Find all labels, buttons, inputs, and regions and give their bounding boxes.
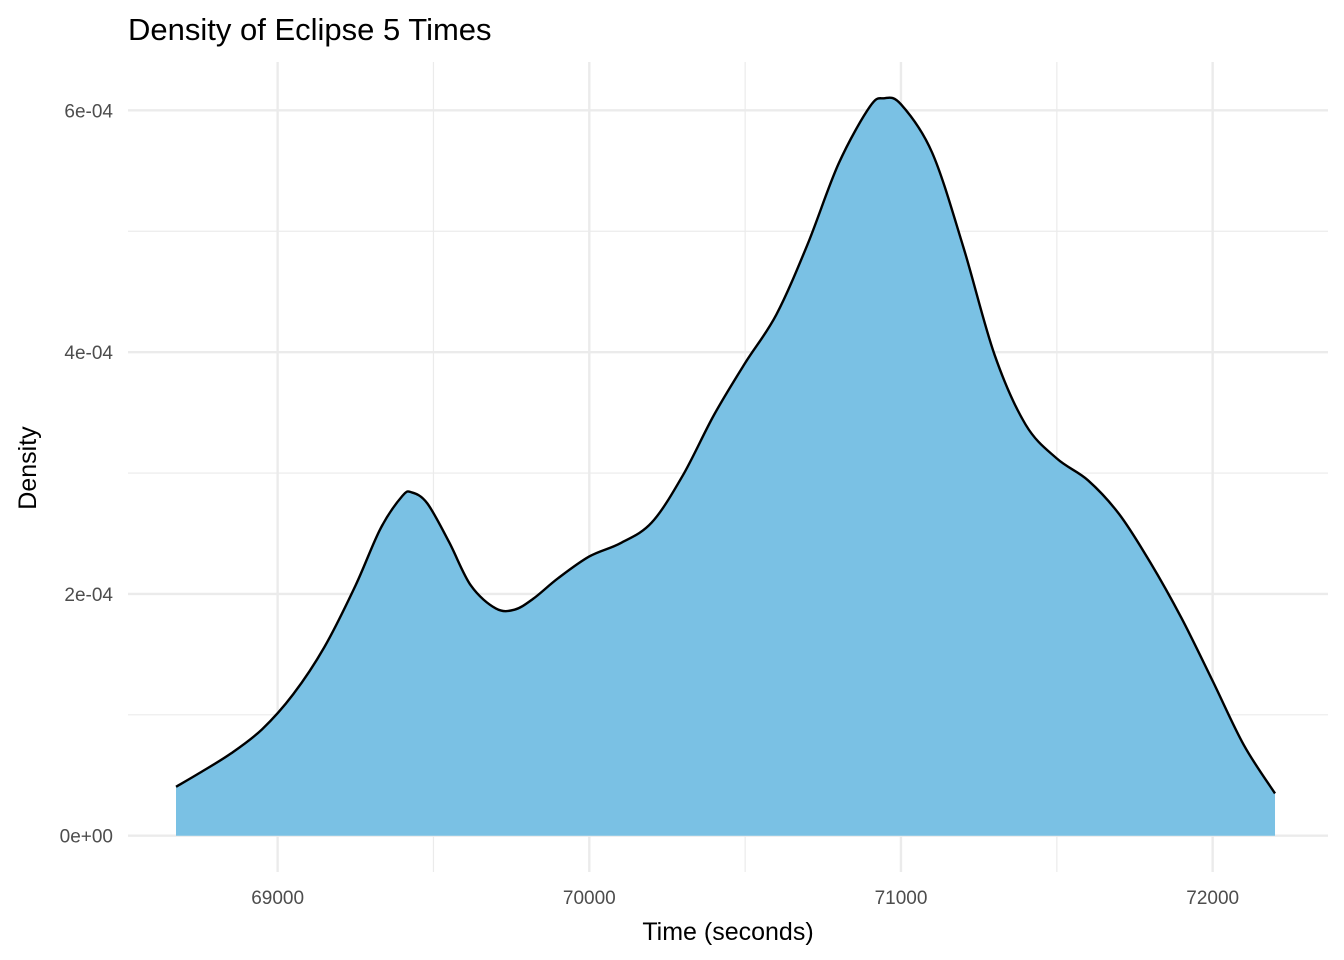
y-tick-label: 2e-04 <box>64 585 113 606</box>
x-tick-label: 69000 <box>251 888 304 909</box>
x-tick-labels: 69000 70000 71000 72000 <box>251 888 1239 909</box>
x-tick-label: 72000 <box>1186 888 1239 909</box>
y-tick-label: 0e+00 <box>60 827 113 848</box>
y-axis-label: Density <box>14 426 42 510</box>
density-line <box>175 96 1277 795</box>
chart-title: Density of Eclipse 5 Times <box>128 12 492 47</box>
y-tick-label: 4e-04 <box>64 343 113 364</box>
y-tick-label: 6e-04 <box>64 101 113 122</box>
x-tick-label: 71000 <box>875 888 928 909</box>
x-axis-label: Time (seconds) <box>642 918 813 946</box>
x-tick-label: 70000 <box>563 888 616 909</box>
y-tick-labels: 0e+00 2e-04 4e-04 6e-04 <box>60 101 114 847</box>
density-area <box>176 97 1276 836</box>
